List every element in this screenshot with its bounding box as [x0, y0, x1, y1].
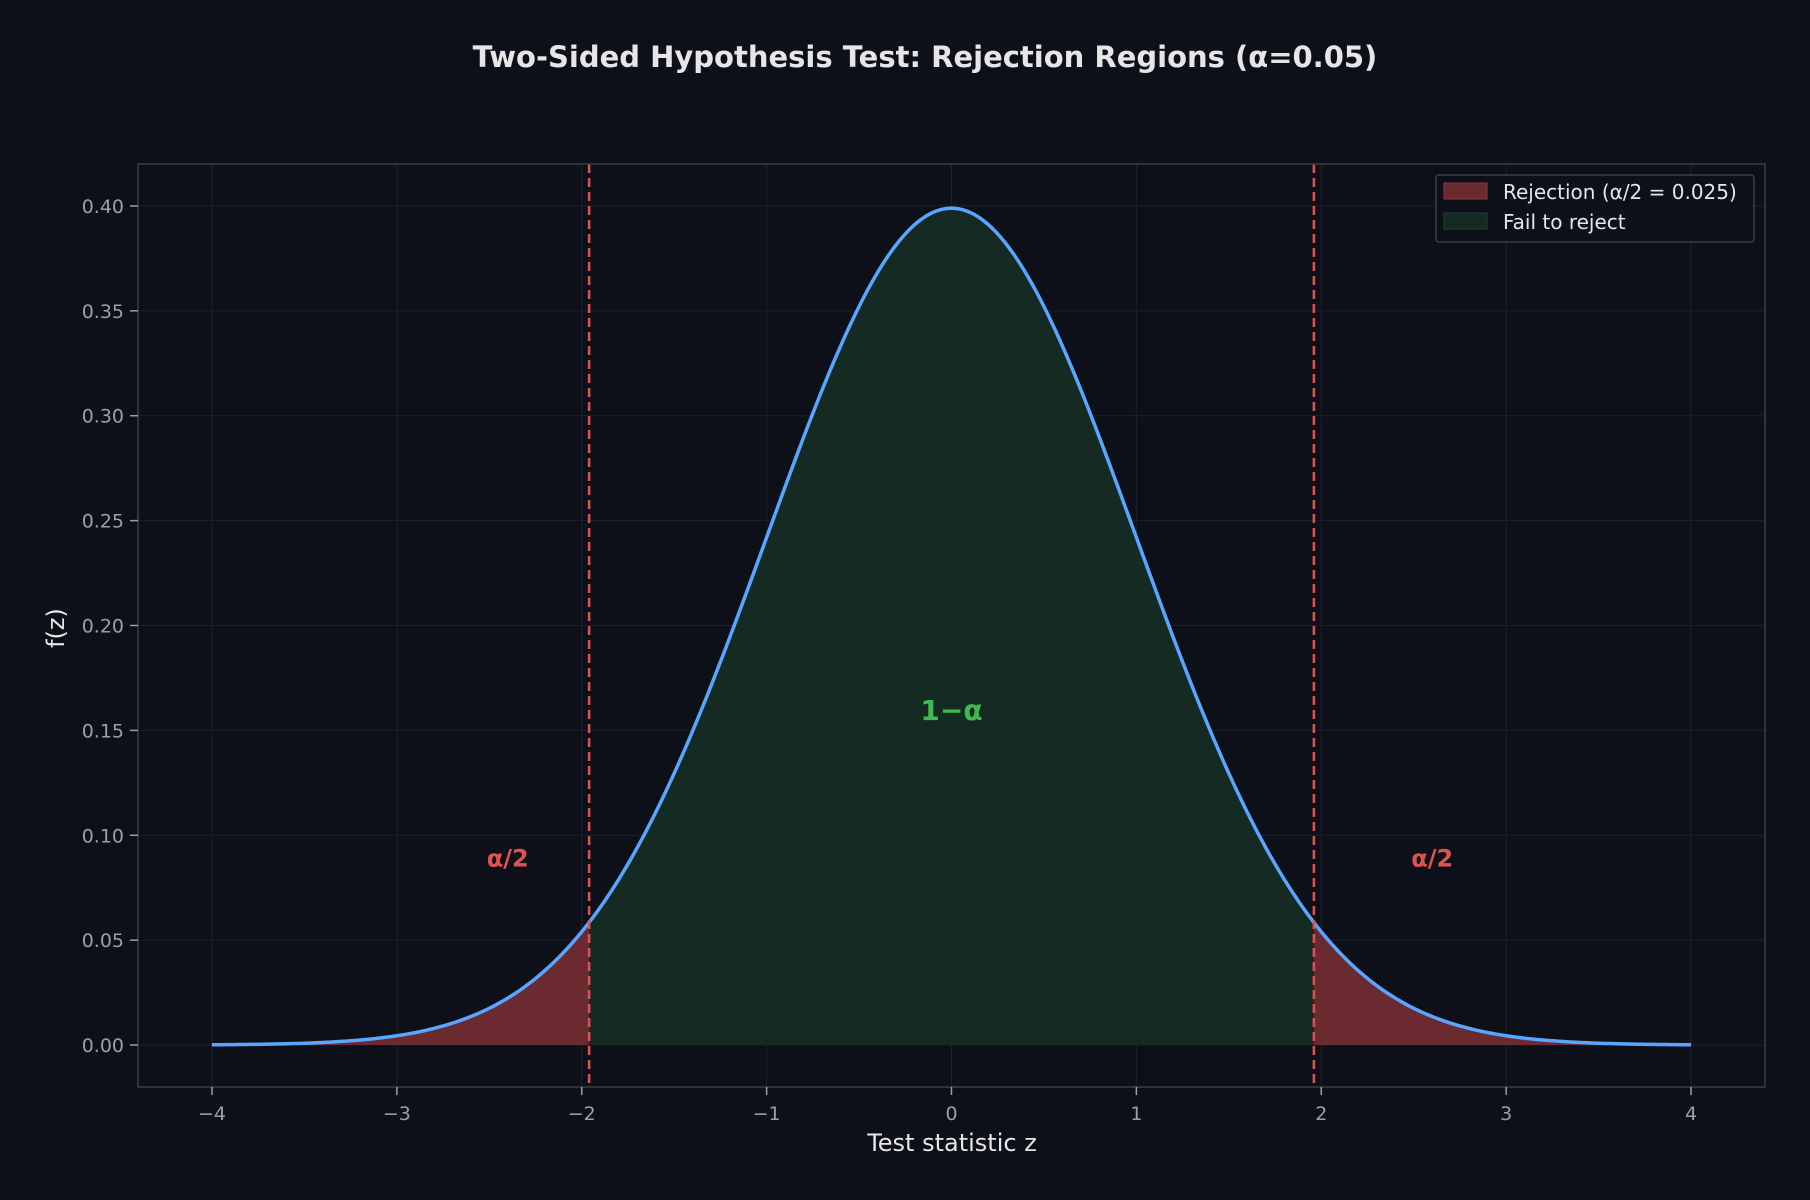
annotation-2: 1−α — [920, 694, 982, 727]
y-tick-label: 0.25 — [82, 511, 124, 533]
x-tick-label: 2 — [1315, 1103, 1327, 1125]
region-fills — [211, 208, 1692, 1046]
annotation-0: α/2 — [487, 845, 529, 873]
density-curve — [211, 206, 1692, 1047]
x-tick-label: 3 — [1500, 1103, 1512, 1125]
x-tick-label: −4 — [198, 1103, 226, 1125]
y-tick-label: 0.00 — [82, 1035, 124, 1057]
y-tick-label: 0.30 — [82, 406, 124, 428]
rejection-region-right — [1313, 922, 1692, 1046]
y-tick-label: 0.05 — [82, 930, 124, 952]
y-tick-label: 0.35 — [82, 301, 124, 323]
y-tick-label: 0.10 — [82, 825, 124, 847]
x-tick-label: −1 — [753, 1103, 781, 1125]
y-axis-label: f(z) — [42, 608, 70, 648]
x-tick-label: 0 — [945, 1103, 957, 1125]
legend-swatch-fail-to-reject — [1443, 212, 1488, 230]
x-tick-label: −3 — [383, 1103, 411, 1125]
legend-label-fail-to-reject: Fail to reject — [1503, 210, 1626, 234]
legend-swatch-rejection — [1443, 182, 1488, 200]
x-tick-label: 1 — [1130, 1103, 1142, 1125]
annotations: α/2 α/2 1−α — [487, 694, 1453, 873]
y-tick-label: 0.20 — [82, 616, 124, 638]
legend-box — [1435, 174, 1755, 243]
legend-label-rejection: Rejection (α/2 = 0.025) — [1503, 180, 1737, 204]
x-tick-label: 4 — [1685, 1103, 1697, 1125]
y-tick-label: 0.40 — [82, 196, 124, 218]
legend: Rejection (α/2 = 0.025) Fail to reject — [1435, 174, 1755, 243]
chart-title: Two-Sided Hypothesis Test: Rejection Reg… — [473, 40, 1378, 74]
rejection-region-left — [211, 922, 590, 1046]
y-axis: 0.00 0.05 0.10 0.15 0.20 0.25 0.30 0.35 0.40 — [82, 196, 138, 1057]
x-axis-label: Test statistic z — [866, 1129, 1037, 1157]
annotation-1: α/2 — [1411, 845, 1453, 873]
x-tick-label: −2 — [568, 1103, 596, 1125]
y-tick-label: 0.15 — [82, 720, 124, 742]
x-axis: −4 −3 −2 −1 0 1 2 3 4 — [198, 1087, 1697, 1125]
fail-to-reject-region — [589, 208, 1314, 1046]
